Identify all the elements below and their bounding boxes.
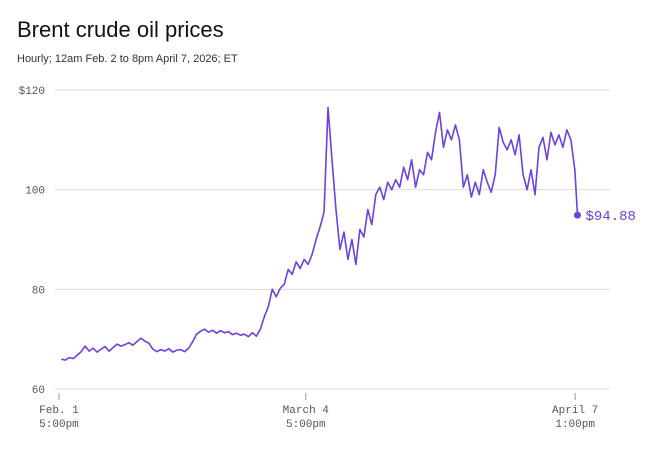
chart-subtitle: Hourly; 12am Feb. 2 to 8pm April 7, 2026… <box>17 53 238 65</box>
chart-title: Brent crude oil prices <box>17 17 224 42</box>
x-tick-label: 1:00pm <box>555 419 595 431</box>
end-label: $94.88 <box>585 209 635 225</box>
y-tick-label: 100 <box>25 186 45 198</box>
x-tick-label: April 7 <box>552 405 598 417</box>
x-tick-label: Feb. 1 <box>39 405 79 417</box>
y-tick-label: $120 <box>19 86 45 98</box>
x-tick-label: 5:00pm <box>286 419 326 431</box>
price-line <box>61 106 579 361</box>
end-point <box>573 211 581 219</box>
y-tick-label: 60 <box>32 385 45 397</box>
x-tick-label: 5:00pm <box>39 419 79 431</box>
x-tick-label: March 4 <box>283 405 330 417</box>
y-tick-label: 80 <box>32 285 45 297</box>
